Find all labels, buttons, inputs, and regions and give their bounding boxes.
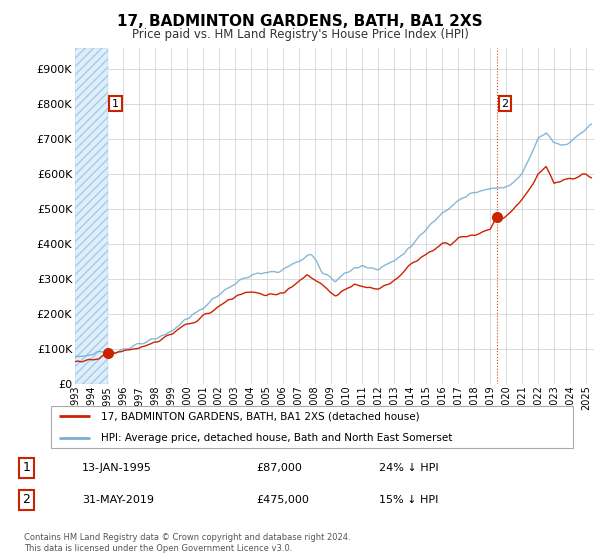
Text: 1: 1 [23,461,31,474]
Text: Contains HM Land Registry data © Crown copyright and database right 2024.
This d: Contains HM Land Registry data © Crown c… [24,533,350,553]
Text: £87,000: £87,000 [256,463,302,473]
Text: 15% ↓ HPI: 15% ↓ HPI [379,495,438,505]
Text: 17, BADMINTON GARDENS, BATH, BA1 2XS (detached house): 17, BADMINTON GARDENS, BATH, BA1 2XS (de… [101,411,419,421]
Text: 2: 2 [502,99,509,109]
Text: Price paid vs. HM Land Registry's House Price Index (HPI): Price paid vs. HM Land Registry's House … [131,28,469,41]
Text: 24% ↓ HPI: 24% ↓ HPI [379,463,438,473]
Text: 2: 2 [23,493,31,506]
Text: 13-JAN-1995: 13-JAN-1995 [82,463,152,473]
Text: 1: 1 [112,99,119,109]
Text: HPI: Average price, detached house, Bath and North East Somerset: HPI: Average price, detached house, Bath… [101,433,452,443]
Text: £475,000: £475,000 [256,495,310,505]
FancyBboxPatch shape [50,405,574,449]
Text: 17, BADMINTON GARDENS, BATH, BA1 2XS: 17, BADMINTON GARDENS, BATH, BA1 2XS [117,14,483,29]
Text: 31-MAY-2019: 31-MAY-2019 [82,495,154,505]
Bar [75,48,107,384]
